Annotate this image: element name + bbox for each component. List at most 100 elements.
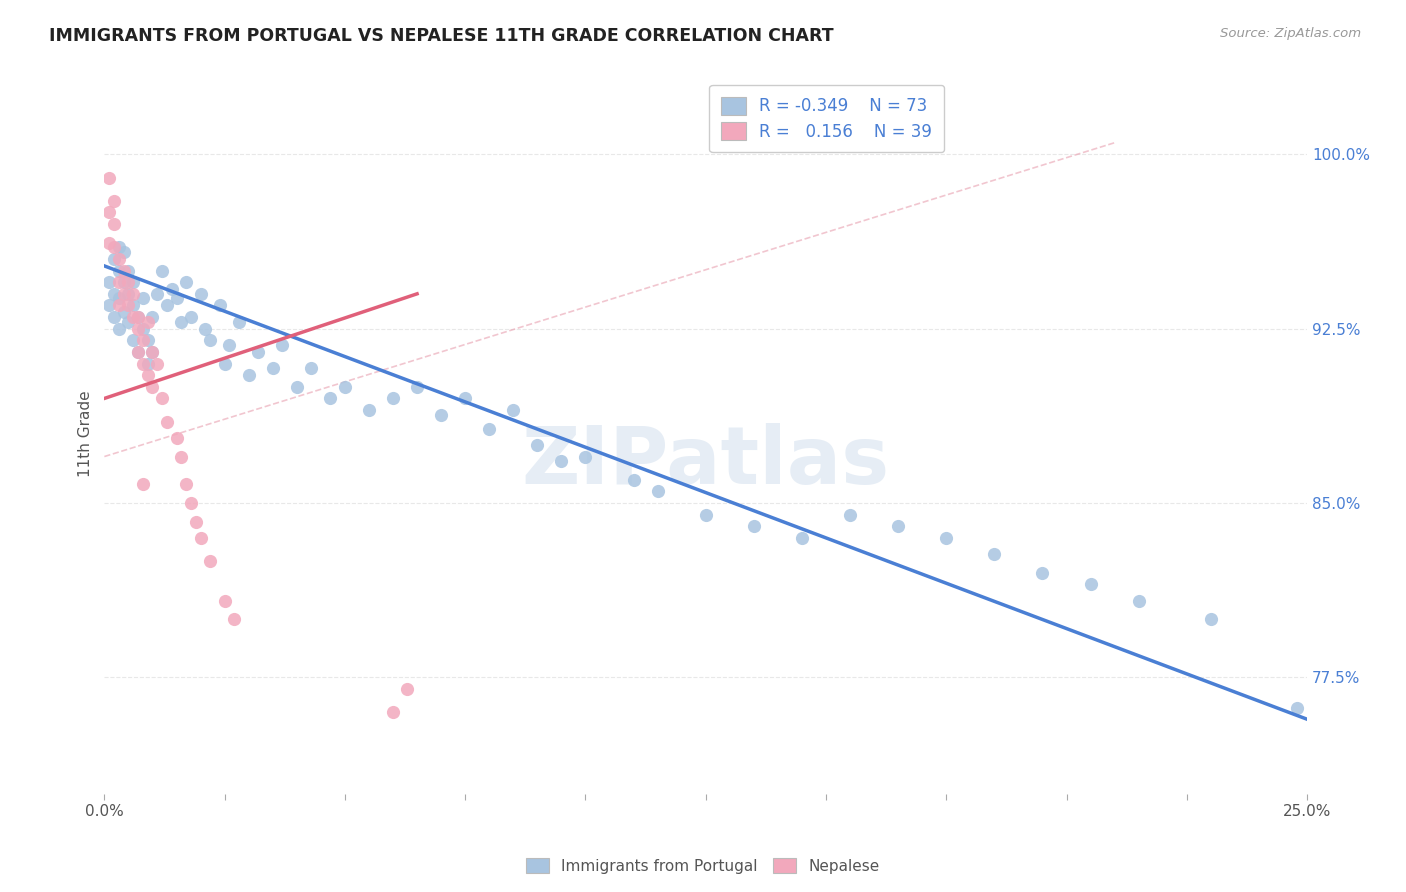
Point [224,612,246,626]
Point [98,235,121,250]
Point [141,345,163,359]
Point [166,431,188,445]
Point [430,408,453,422]
Point [112,244,135,259]
Point [122,298,145,312]
Point [208,298,231,312]
Point [103,252,125,266]
Point [1286,700,1309,714]
Point [136,368,159,383]
Y-axis label: 11th Grade: 11th Grade [79,390,93,476]
Point [647,484,669,499]
Point [526,438,548,452]
Point [132,321,155,335]
Point [454,392,477,406]
Point [108,263,131,277]
Point [103,217,125,231]
Point [112,305,135,319]
Point [112,286,135,301]
Point [502,403,524,417]
Legend: Immigrants from Portugal, Nepalese: Immigrants from Portugal, Nepalese [520,852,886,880]
Point [160,282,183,296]
Point [108,292,131,306]
Point [132,357,155,371]
Point [238,368,260,383]
Point [98,205,121,219]
Point [180,496,202,510]
Point [103,240,125,254]
Point [136,334,159,348]
Point [574,450,596,464]
Point [214,593,236,607]
Point [262,361,284,376]
Text: ZIPatlas: ZIPatlas [522,423,890,501]
Point [156,415,179,429]
Point [127,345,149,359]
Point [200,334,222,348]
Point [228,315,250,329]
Point [136,357,159,371]
Point [122,286,145,301]
Point [396,681,419,696]
Point [406,380,429,394]
Point [117,275,139,289]
Point [132,334,155,348]
Point [112,263,135,277]
Point [103,310,125,324]
Point [98,275,121,289]
Point [333,380,356,394]
Point [122,310,145,324]
Point [150,263,173,277]
Point [156,298,179,312]
Point [98,298,121,312]
Point [103,286,125,301]
Point [299,361,322,376]
Point [141,345,163,359]
Point [108,252,131,266]
Point [247,345,270,359]
Point [108,240,131,254]
Point [103,194,125,208]
Point [1080,577,1102,591]
Point [935,531,957,545]
Point [190,286,212,301]
Point [382,392,405,406]
Point [141,380,163,394]
Point [117,298,139,312]
Point [357,403,380,417]
Point [623,473,645,487]
Point [170,315,193,329]
Point [136,315,159,329]
Point [108,321,131,335]
Point [214,357,236,371]
Point [98,170,121,185]
Text: IMMIGRANTS FROM PORTUGAL VS NEPALESE 11TH GRADE CORRELATION CHART: IMMIGRANTS FROM PORTUGAL VS NEPALESE 11T… [49,27,834,45]
Point [117,286,139,301]
Point [695,508,717,522]
Point [194,321,217,335]
Point [108,275,131,289]
Point [184,515,207,529]
Point [170,450,193,464]
Point [132,477,155,491]
Point [478,422,501,436]
Point [127,310,149,324]
Point [127,345,149,359]
Point [1031,566,1053,580]
Point [180,310,202,324]
Point [127,321,149,335]
Point [132,292,155,306]
Point [1128,593,1150,607]
Point [550,454,572,468]
Point [150,392,173,406]
Point [200,554,222,568]
Point [122,334,145,348]
Point [190,531,212,545]
Point [146,286,169,301]
Point [141,310,163,324]
Point [117,263,139,277]
Point [127,310,149,324]
Point [790,531,813,545]
Point [983,547,1005,561]
Point [112,275,135,289]
